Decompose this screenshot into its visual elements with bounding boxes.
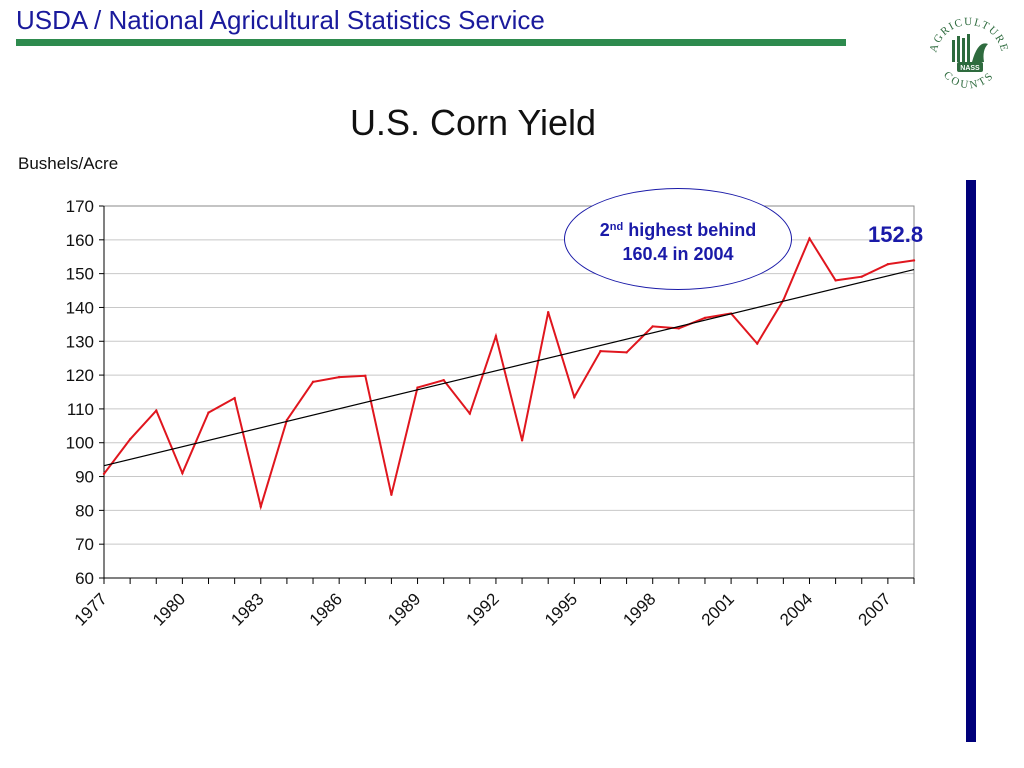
y-tick-label-110: 110 [67, 400, 94, 419]
y-tick-label-170: 170 [66, 197, 94, 216]
data-point-2006 [860, 275, 863, 278]
header-title: USDA / National Agricultural Statistics … [16, 5, 545, 35]
data-point-1993 [520, 439, 524, 442]
x-tick-label-2007: 2007 [855, 589, 895, 629]
data-point-1990 [442, 378, 445, 382]
y-tick-label-150: 150 [66, 265, 94, 284]
data-point-2008 [912, 259, 916, 262]
data-point-1989 [416, 386, 419, 389]
data-point-1999 [677, 327, 681, 330]
data-point-2005 [834, 279, 837, 282]
y-tick-label-130: 130 [66, 332, 94, 351]
data-point-1997 [625, 351, 628, 354]
x-tick-label-2001: 2001 [698, 589, 738, 629]
data-point-2004 [808, 237, 811, 240]
y-tick-label-100: 100 [66, 434, 94, 453]
right-accent-bar [966, 180, 976, 742]
data-point-1987 [364, 374, 367, 377]
y-tick-label-80: 80 [75, 501, 94, 520]
x-tick-label-2004: 2004 [776, 589, 816, 629]
data-point-1991 [468, 412, 472, 415]
chart-title: U.S. Corn Yield [349, 102, 597, 143]
data-point-1980 [181, 471, 184, 475]
y-tick-label-140: 140 [66, 298, 94, 317]
nass-logo: AGRICULTURE COUNTS NASS [927, 16, 1009, 91]
data-point-2007 [886, 262, 890, 266]
y-tick-label-70: 70 [75, 535, 94, 554]
data-point-1982 [233, 396, 236, 400]
data-point-1992 [494, 335, 498, 338]
data-point-1986 [337, 375, 341, 379]
data-point-1985 [311, 380, 315, 384]
annotation-ordinal-suffix: nd [609, 221, 624, 233]
series-line-corn-yield [103, 236, 915, 511]
corn-yield-chart: 60 70 80 90 100 110 120 130 140 150 160 170 1977 1980… [66, 197, 916, 630]
annotation-text: 2nd highest behind 160.4 in 2004 [565, 215, 791, 266]
x-tick-label-1998: 1998 [619, 589, 659, 629]
data-point-1994 [546, 310, 550, 314]
data-point-1995 [573, 395, 576, 399]
data-point-2002 [756, 342, 759, 345]
y-tick-label-120: 120 [66, 366, 94, 385]
data-point-1981 [207, 411, 210, 414]
y-tick-label-160: 160 [66, 231, 94, 250]
data-point-1998 [651, 325, 654, 328]
data-point-1996 [599, 349, 602, 353]
data-point-1978 [128, 438, 132, 441]
x-tick-label-1977: 1977 [71, 589, 111, 629]
logo-badge: NASS [960, 65, 980, 72]
latest-value-label: 152.8 [868, 222, 924, 247]
annotation-line1: highest behind [623, 220, 757, 240]
annotation-line2: 160.4 in 2004 [622, 244, 734, 264]
data-point-1977 [102, 472, 106, 476]
x-tick-label-1989: 1989 [384, 589, 424, 629]
data-point-1979 [155, 409, 158, 412]
y-axis-label: Bushels/Acre [18, 154, 119, 173]
x-tick-label-1995: 1995 [541, 589, 581, 629]
header-rule [16, 39, 846, 46]
annotation-ordinal-number: 2 [599, 220, 610, 240]
x-tick-label-1980: 1980 [149, 589, 189, 629]
y-tick-label-60: 60 [75, 569, 94, 588]
data-point-1983 [259, 505, 262, 508]
data-point-1984 [285, 418, 289, 422]
data-point-2000 [703, 316, 707, 320]
trend-line [103, 268, 915, 467]
x-tick-label-1992: 1992 [463, 589, 503, 629]
data-point-1988 [390, 493, 393, 497]
y-tick-label-90: 90 [75, 468, 94, 487]
annotation-ellipse: 2nd highest behind 160.4 in 2004 [564, 188, 792, 290]
x-tick-label-1983: 1983 [227, 589, 267, 629]
x-tick-label-1986: 1986 [306, 589, 346, 629]
